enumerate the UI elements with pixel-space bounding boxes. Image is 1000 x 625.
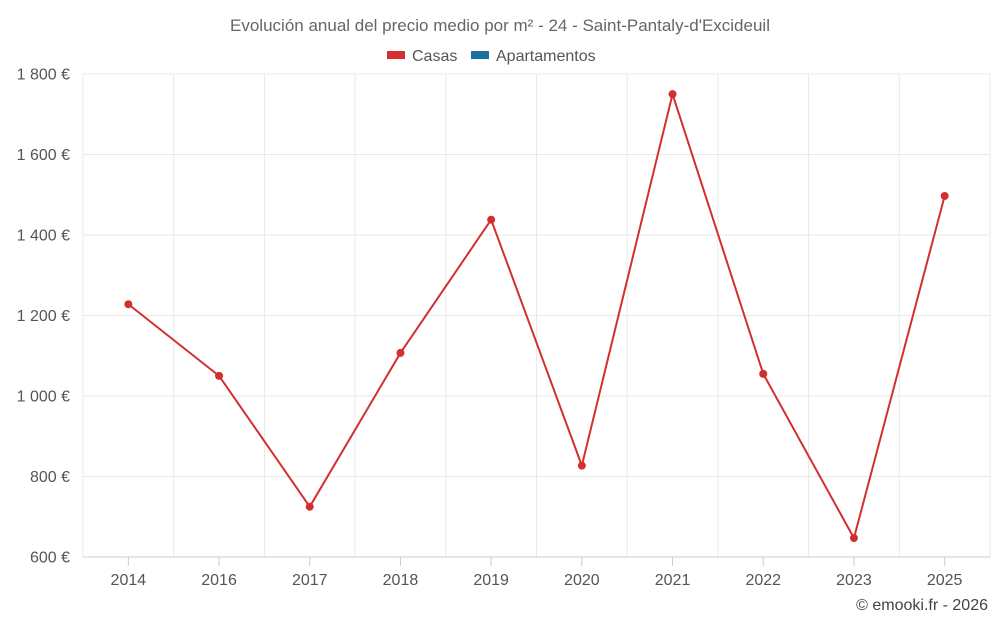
data-point[interactable] (759, 369, 768, 378)
y-tick-label: 1 400 € (17, 228, 70, 245)
y-axis-labels: 600 € 800 € 1 000 € 1 200 € 1 400 € 1 600 € 1 … (17, 67, 70, 567)
y-tick-label: 1 800 € (17, 67, 70, 84)
x-tick-label: 2021 (655, 572, 691, 589)
legend-label-casas: Casas (412, 48, 457, 65)
series-points (124, 90, 949, 543)
x-tick-label: 2022 (745, 572, 781, 589)
y-tick-label: 1 600 € (17, 147, 70, 164)
data-point[interactable] (396, 348, 405, 357)
y-tick-label: 1 200 € (17, 308, 70, 325)
chart-title: Evolución anual del precio medio por m² … (230, 16, 770, 35)
data-point[interactable] (487, 215, 496, 224)
x-tick-label: 2023 (836, 572, 872, 589)
x-axis-labels: 2014 2016 2017 2018 2019 2020 2021 2022 2023 2025 (111, 572, 963, 589)
x-tick-label: 2016 (201, 572, 237, 589)
y-tick-label: 800 € (30, 469, 70, 486)
data-point[interactable] (124, 300, 133, 309)
y-tick-label: 1 000 € (17, 389, 70, 406)
x-tick-label: 2025 (927, 572, 963, 589)
data-point[interactable] (577, 461, 586, 470)
x-tick-label: 2019 (473, 572, 509, 589)
x-axis-ticks (127, 557, 946, 566)
legend-swatch-casas (387, 51, 405, 59)
y-tick-label: 600 € (30, 550, 70, 567)
data-point[interactable] (215, 371, 224, 380)
data-point[interactable] (668, 90, 677, 99)
x-tick-label: 2018 (383, 572, 419, 589)
legend-item-apartamentos[interactable]: Apartamentos (471, 48, 596, 65)
x-tick-label: 2020 (564, 572, 600, 589)
data-point[interactable] (849, 534, 858, 543)
x-gridlines (82, 74, 991, 557)
credit-text: © emooki.fr - 2026 (856, 597, 988, 614)
legend-label-apartamentos: Apartamentos (496, 48, 596, 65)
series-line-casas (127, 93, 946, 540)
data-point[interactable] (305, 502, 314, 511)
legend-swatch-apartamentos (471, 51, 489, 59)
legend: Casas Apartamentos (387, 48, 596, 65)
data-point[interactable] (940, 191, 949, 200)
series-lines (127, 93, 946, 540)
x-tick-label: 2017 (292, 572, 328, 589)
x-tick-label: 2014 (111, 572, 147, 589)
legend-item-casas[interactable]: Casas (387, 48, 457, 65)
